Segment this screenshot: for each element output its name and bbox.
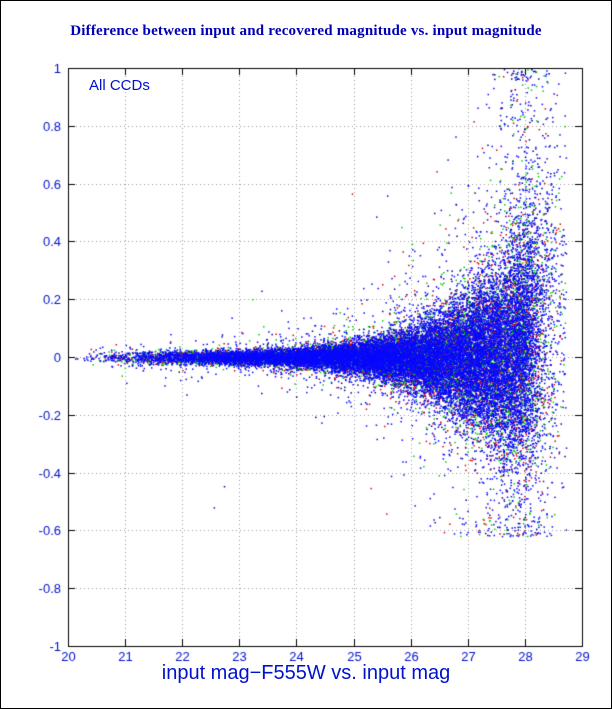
x-axis-label: input mag−F555W vs. input mag bbox=[161, 662, 451, 684]
figure-title: Difference between input and recovered m… bbox=[70, 23, 542, 39]
ccd-annotation: All CCDs bbox=[89, 77, 150, 94]
